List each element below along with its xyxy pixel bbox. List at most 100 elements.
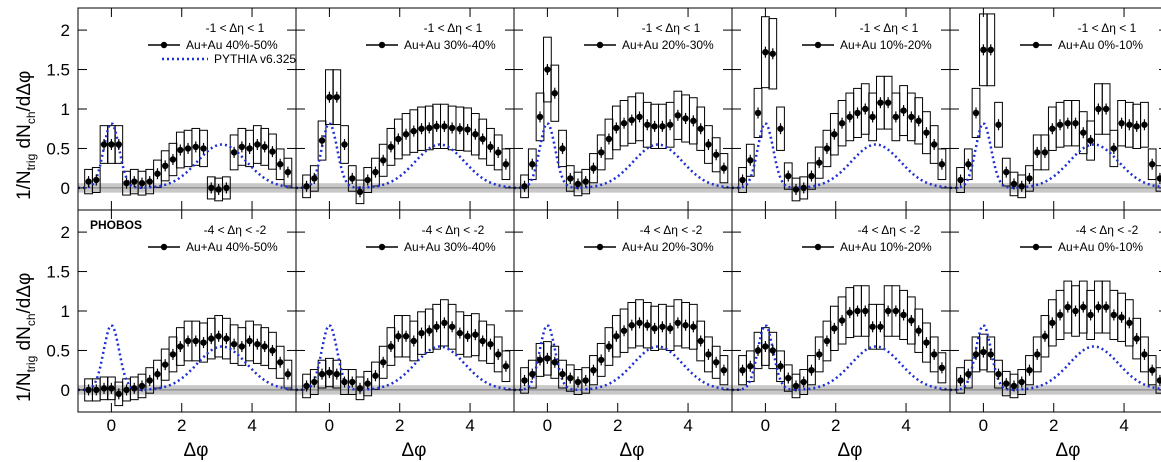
data-point (456, 125, 464, 132)
eta-range-label: -1 < Δη < 1 (206, 21, 265, 35)
data-point (567, 175, 574, 182)
data-point (697, 337, 704, 345)
data-point (628, 322, 635, 329)
data-point (877, 99, 884, 106)
data-point (644, 121, 651, 128)
data-point (762, 343, 769, 350)
data-point (356, 188, 364, 196)
legend-marker (596, 243, 604, 251)
legend-marker (1032, 243, 1040, 251)
legend-marker (378, 41, 386, 49)
data-point (838, 317, 846, 324)
systematic-box (783, 162, 793, 190)
data-point (884, 99, 892, 106)
data-point (938, 161, 946, 168)
x-tick-label: 2 (177, 416, 186, 435)
panel-0-0: 0 0.5 1 1.5 2 -1 < Δη < 1 Au+Au 40%-50% (46, 7, 297, 211)
data-point (426, 124, 433, 132)
data-point (456, 329, 464, 337)
data-point (100, 141, 108, 148)
data-point (923, 339, 930, 346)
systematic-box (283, 157, 293, 187)
data-point (930, 141, 938, 148)
data-point (674, 112, 682, 119)
data-point (192, 337, 199, 345)
systematic-box (309, 165, 319, 192)
x-tick-label: 0 (325, 416, 334, 435)
data-point (995, 370, 1002, 378)
data-point (1126, 121, 1133, 128)
systematic-box (937, 352, 947, 384)
data-point (303, 183, 310, 190)
x-tick-label: 0 (543, 416, 552, 435)
data-point (177, 146, 184, 154)
panel-grid: 0 0.5 1 1.5 2 -1 < Δη < 1 Au+Au 40%-50% -1 < Δη… (46, 7, 1161, 435)
data-point (1064, 303, 1071, 311)
systematic-box (776, 106, 785, 151)
data-point (1018, 183, 1025, 190)
data-point (261, 143, 268, 151)
systematic-box (1109, 129, 1119, 168)
data-point (682, 322, 689, 329)
data-point (131, 178, 138, 185)
data-point (957, 176, 964, 184)
data-point (762, 48, 769, 56)
data-point (938, 364, 946, 372)
data-point (690, 323, 697, 330)
data-point (598, 149, 605, 156)
data-point (529, 370, 536, 378)
data-point (85, 386, 92, 394)
data-point (123, 386, 130, 394)
data-point (494, 149, 502, 156)
eta-range-label: -4 < Δη < -2 (204, 223, 267, 237)
data-point (1080, 129, 1087, 136)
data-point (387, 343, 395, 350)
data-point (854, 307, 861, 315)
data-point (987, 46, 994, 54)
panel-1-0: 0 2 4 0 0.5 1 1.5 2 -4 < Δη < -2 Au+Au 40%-50% (46, 209, 297, 435)
data-point (303, 382, 310, 390)
data-point (1118, 120, 1125, 127)
data-point (1056, 311, 1064, 319)
data-point (238, 343, 246, 350)
panel-1-2: 0 2 4 -4 < Δη < -2 Au+Au 20%-30% (513, 209, 733, 435)
data-point (108, 141, 115, 148)
legend-label: Au+Au 0%-10% (1058, 38, 1143, 52)
data-point (1010, 382, 1018, 390)
data-point (395, 135, 402, 143)
data-point (448, 124, 456, 132)
data-point (464, 126, 471, 133)
data-point (472, 131, 479, 138)
data-point (269, 347, 276, 354)
data-point (754, 109, 762, 117)
data-point (544, 355, 551, 362)
data-point (800, 378, 807, 386)
data-point (100, 385, 108, 392)
data-point (276, 161, 284, 168)
data-point (341, 378, 348, 386)
data-point (1118, 314, 1125, 321)
systematic-box (114, 125, 124, 164)
data-point (720, 366, 728, 374)
y-tick-label: 1 (61, 302, 70, 321)
systematic-box (986, 336, 996, 373)
data-point (792, 382, 800, 390)
legend-marker (160, 41, 168, 49)
data-point (521, 377, 528, 384)
data-point (254, 141, 261, 148)
data-point (1102, 105, 1110, 113)
x-tick-label: 4 (465, 416, 474, 435)
x-axis-title-2: Δφ (401, 440, 426, 461)
legend-label: Au+Au 10%-20% (840, 240, 932, 254)
data-point (980, 46, 987, 54)
y-tick-label: 0 (61, 381, 70, 400)
panel-0-4: -1 < Δη < 1 Au+Au 0%-10% (949, 7, 1161, 211)
data-point (620, 327, 628, 334)
x-tick-label: 4 (901, 416, 910, 435)
data-point (261, 343, 268, 350)
data-point (276, 359, 284, 366)
data-point (846, 113, 853, 121)
systematic-box (753, 87, 763, 138)
data-point (326, 93, 333, 101)
